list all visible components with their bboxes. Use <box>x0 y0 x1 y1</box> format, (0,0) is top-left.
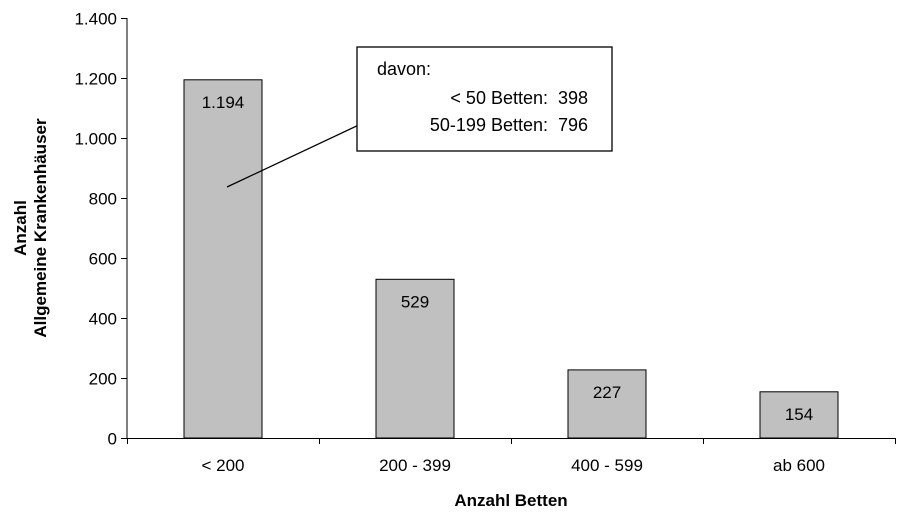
callout-heading: davon: <box>377 59 431 79</box>
bar-value-label: 227 <box>593 383 621 402</box>
bar <box>183 79 263 439</box>
y-tick-label: 1.000 <box>74 130 117 149</box>
y-tick-label: 600 <box>89 250 117 269</box>
bar <box>759 391 839 439</box>
x-tick-label: ab 600 <box>773 456 825 475</box>
bar <box>567 369 647 439</box>
y-tick-label: 200 <box>89 370 117 389</box>
bar-value-label: 1.194 <box>202 93 245 112</box>
bar-value-label: 154 <box>785 405 813 424</box>
y-tick-label: 400 <box>89 310 117 329</box>
x-tick-label: < 200 <box>201 456 244 475</box>
x-tick-label: 200 - 399 <box>379 456 451 475</box>
y-tick-label: 800 <box>89 190 117 209</box>
x-tick-label: 400 - 599 <box>571 456 643 475</box>
y-axis-title-line: Allgemeine Krankenhäuser <box>31 118 50 338</box>
callout-row-value: 796 <box>558 115 588 135</box>
callout-row-label: < 50 Betten: <box>450 88 548 108</box>
y-tick-label: 0 <box>108 430 117 449</box>
x-axis-title: Anzahl Betten <box>454 491 567 510</box>
y-axis-title: AnzahlAllgemeine Krankenhäuser <box>11 118 50 338</box>
y-tick-label: 1.200 <box>74 70 117 89</box>
y-tick-label: 1.400 <box>74 10 117 29</box>
annotation-callout: davon: < 50 Betten: 398 50-199 Betten: 796 <box>226 46 613 188</box>
axis-titles: Anzahl Betten AnzahlAllgemeine Krankenhäu… <box>11 118 568 510</box>
callout-row-value: 398 <box>558 88 588 108</box>
axes: 0 200 400 600 800 1.000 1.200 1.400 < 200 200 - 3… <box>74 10 896 475</box>
bar-value-label: 529 <box>401 292 429 311</box>
callout-box <box>356 46 613 152</box>
bar <box>375 278 455 439</box>
y-axis-title-line: Anzahl <box>11 200 30 256</box>
bars: 1.194 529 227 154 <box>183 79 839 439</box>
callout-row-label: 50-199 Betten: <box>430 115 548 135</box>
